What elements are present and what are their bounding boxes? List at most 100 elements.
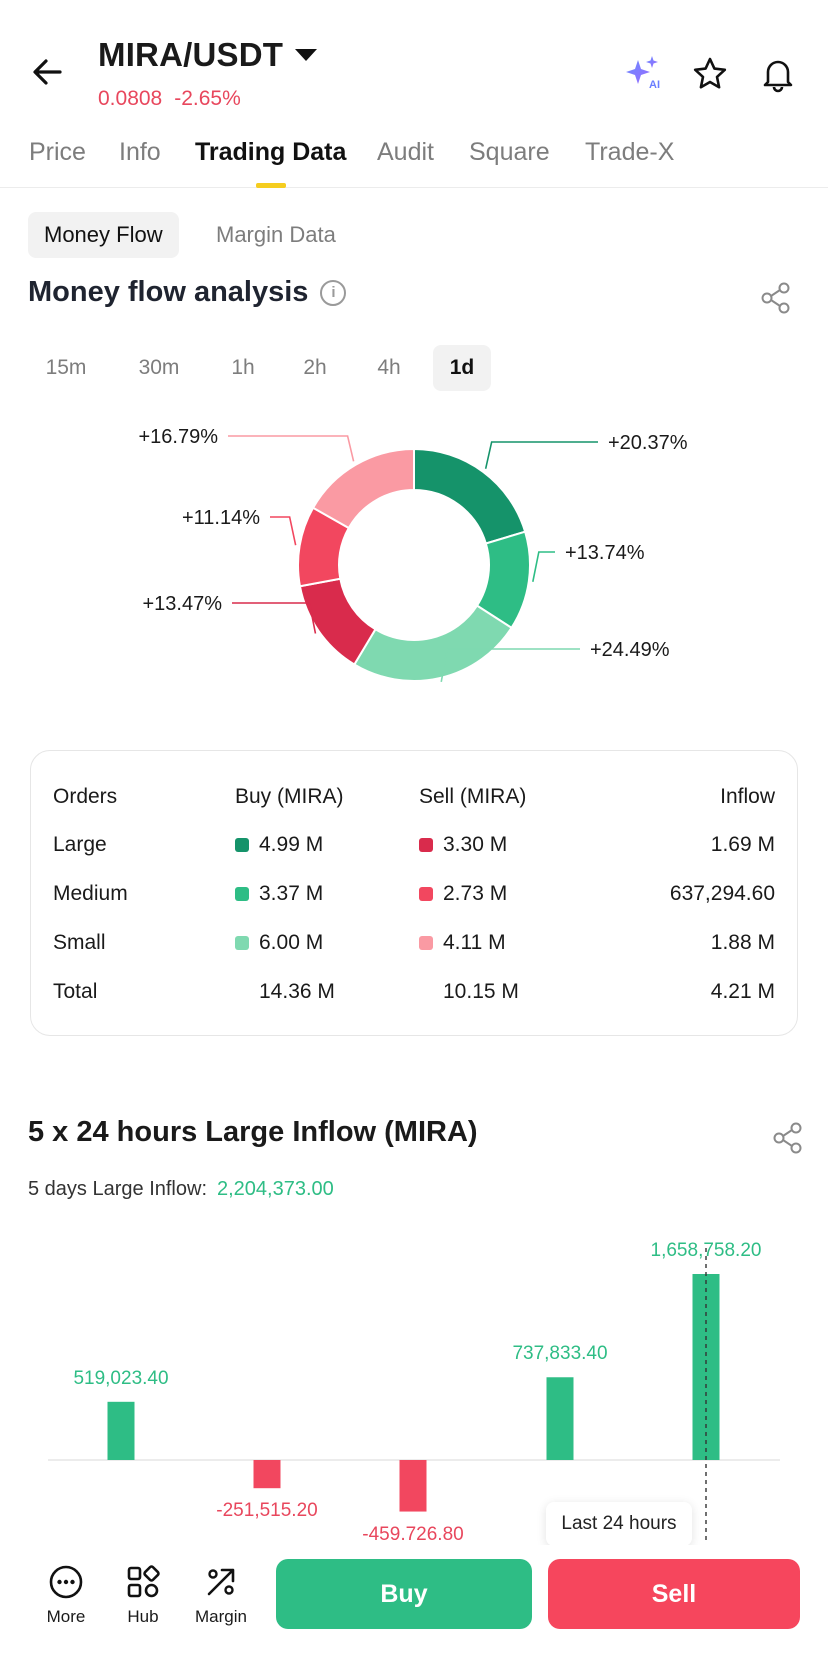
pair-selector[interactable]: MIRA/USDT (98, 36, 318, 74)
medium-sell-percent-label: +11.14% (182, 507, 260, 529)
small-sell-leader-line (228, 435, 355, 462)
buy-total: 14.36 M (259, 980, 335, 1003)
more-label: More (46, 1607, 86, 1626)
sell-text: 2.73 M (443, 882, 508, 905)
table-row: Large 4.99 M 3.30 M 1.69 M (31, 833, 797, 869)
small-buy-swatch (235, 936, 249, 950)
bar-value-label: -459,726.80 (362, 1523, 464, 1540)
bar-value-label: -251,515.20 (216, 1500, 318, 1522)
share-icon[interactable] (758, 280, 794, 316)
inflow-value: 1.69 M (710, 833, 775, 856)
tab-trading-data[interactable]: Trading Data (195, 138, 347, 166)
small-buy-leader-line (440, 648, 580, 683)
back-arrow-icon[interactable] (28, 52, 68, 92)
buy-value: 6.00 M (235, 931, 323, 955)
bar-value-label: 1,658,758.20 (650, 1240, 762, 1261)
buy-text: 4.99 M (259, 833, 324, 856)
buy-button[interactable]: Buy (276, 1559, 532, 1629)
header-orders: Orders (53, 785, 118, 808)
period-4h[interactable]: 4h (377, 356, 401, 379)
large-inflow-summary: 5 days Large Inflow: 2,204,373.00 (28, 1178, 334, 1201)
bar-value-label: 737,833.40 (512, 1343, 608, 1365)
tab-square[interactable]: Square (469, 138, 550, 166)
table-row: Medium 3.37 M 2.73 M 637,294.60 (31, 882, 797, 918)
order-type: Large (53, 833, 107, 856)
bottom-action-bar: More Hub Margin Buy Sell (0, 1545, 828, 1660)
small-sell-slice (311, 447, 415, 530)
buy-value: 3.37 M (235, 882, 323, 906)
sell-total: 10.15 M (443, 980, 519, 1003)
medium-buy-percent-label: +13.74% (565, 542, 645, 564)
large-sell-percent-label: +13.47% (142, 593, 222, 615)
margin-icon (207, 1568, 235, 1596)
period-15m[interactable]: 15m (45, 356, 87, 379)
header-inflow: Inflow (720, 785, 775, 808)
large-inflow-bars (48, 1248, 780, 1540)
subtab-margin-data[interactable]: Margin Data (216, 222, 336, 247)
medium-buy-leader-line (532, 551, 555, 582)
tab-price[interactable]: Price (29, 138, 86, 166)
share-icon[interactable] (770, 1120, 806, 1156)
period-1h[interactable]: 1h (231, 356, 255, 379)
caret-down-icon (295, 49, 318, 61)
period-1d[interactable]: 1d (433, 345, 491, 391)
tab-info[interactable]: Info (119, 138, 161, 166)
more-button[interactable]: More (26, 1563, 106, 1627)
medium-buy-swatch (235, 887, 249, 901)
chart-tooltip: Last 24 hours (546, 1502, 692, 1546)
large-buy-slice (413, 447, 527, 545)
small-sell-percent-label: +16.79% (138, 426, 218, 448)
medium-sell-swatch (419, 887, 433, 901)
large-buy-percent-label: +20.37% (608, 432, 688, 454)
sell-text: 3.30 M (443, 833, 508, 856)
info-icon[interactable]: i (320, 279, 347, 306)
small-buy-slice (352, 604, 513, 682)
sell-value: 3.30 M (419, 833, 507, 857)
sell-button[interactable]: Sell (548, 1559, 800, 1629)
header-sell: Sell (MIRA) (419, 785, 527, 808)
more-icon (49, 1565, 83, 1599)
tab-audit[interactable]: Audit (377, 138, 434, 166)
period-30m[interactable]: 30m (138, 356, 180, 379)
large-buy-leader-line (484, 441, 598, 469)
small-buy-percent-label: +24.49% (590, 639, 670, 661)
inflow-value: 1.88 M (710, 931, 775, 954)
bell-icon[interactable] (756, 52, 800, 96)
large-inflow-title: 5 x 24 hours Large Inflow (MIRA) (28, 1116, 478, 1148)
sell-value: 4.11 M (419, 931, 506, 955)
money-flow-title-text: Money flow analysis (28, 276, 309, 308)
subtab-money-flow[interactable]: Money Flow (28, 212, 179, 258)
order-type: Medium (53, 882, 128, 905)
inflow-bar[interactable] (546, 1377, 574, 1460)
inflow-bar[interactable] (253, 1460, 281, 1489)
price-change: -2.65% (174, 87, 241, 110)
star-icon[interactable] (688, 52, 732, 96)
summary-label: 5 days Large Inflow: (28, 1178, 207, 1200)
bar-value-label: 519,023.40 (73, 1367, 169, 1389)
price-line: 0.0808 -2.65% (98, 87, 241, 111)
ai-sparkle-icon[interactable]: AI (622, 52, 666, 96)
main-tabs: Price Info Trading Data Audit Square Tra… (0, 130, 828, 188)
large-inflow-chart: 519,023.40 -251,515.20 -459,726.80 737,833.… (0, 1220, 828, 1540)
medium-sell-leader-line (270, 516, 297, 546)
inflow-bar[interactable] (399, 1460, 427, 1512)
pair-name: MIRA/USDT (98, 36, 284, 73)
money-flow-title: Money flow analysis i (28, 276, 347, 309)
margin-button[interactable]: Margin (181, 1563, 261, 1627)
order-type: Total (53, 980, 98, 1003)
buy-text: 3.37 M (259, 882, 324, 905)
tab-trade-x[interactable]: Trade-X (585, 138, 675, 166)
orders-table: Orders Buy (MIRA) Sell (MIRA) Inflow Lar… (30, 750, 798, 1036)
buy-text: 6.00 M (259, 931, 324, 954)
svg-text:AI: AI (649, 79, 660, 91)
table-header: Orders Buy (MIRA) Sell (MIRA) Inflow (31, 785, 797, 821)
margin-label: Margin (195, 1607, 247, 1626)
large-buy-swatch (235, 838, 249, 852)
hub-button[interactable]: Hub (103, 1563, 183, 1627)
table-row: Small 6.00 M 4.11 M 1.88 M (31, 931, 797, 967)
period-2h[interactable]: 2h (303, 356, 327, 379)
sell-text: 4.11 M (443, 931, 506, 954)
inflow-bar[interactable] (107, 1401, 135, 1460)
order-type: Small (53, 931, 106, 954)
table-row-total: Total 14.36 M 10.15 M 4.21 M (31, 980, 797, 1016)
